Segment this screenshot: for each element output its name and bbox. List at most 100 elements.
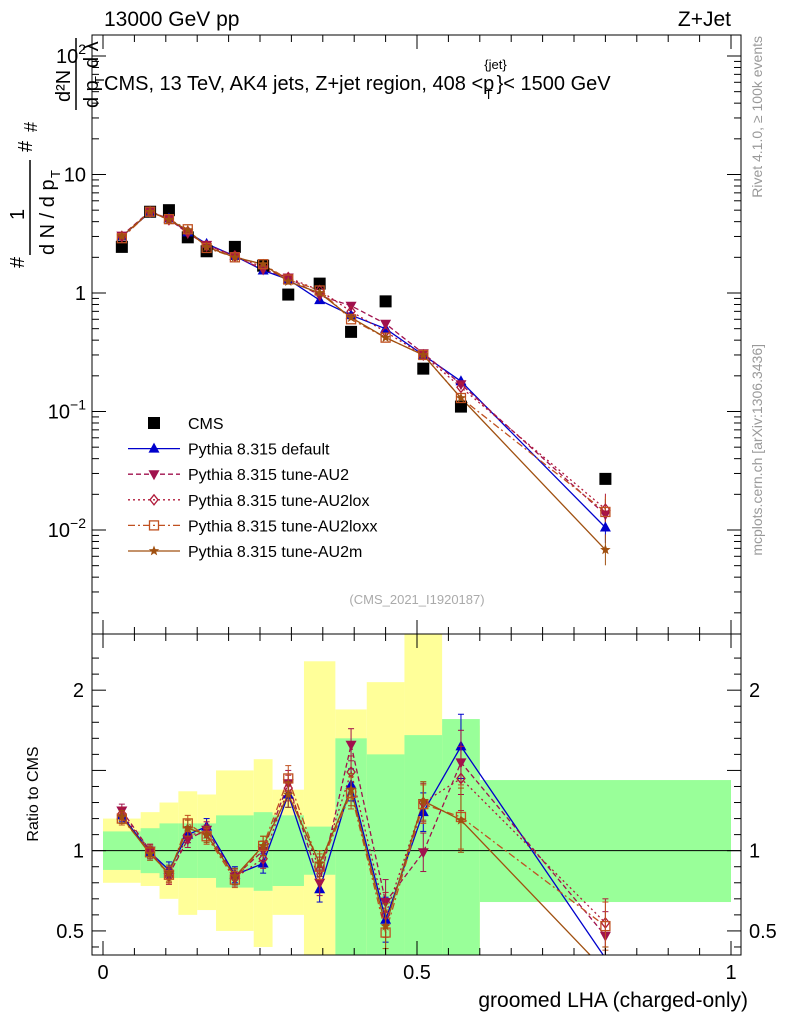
svg-text:T: T (92, 76, 107, 84)
legend-marker (148, 442, 160, 453)
header-left: 13000 GeV pp (104, 8, 239, 31)
main-point (283, 274, 294, 285)
main-point (182, 224, 193, 235)
ratio-point (116, 811, 128, 822)
main-point (230, 250, 240, 263)
plot-title: CMS, 13 TeV, AK4 jets, Z+jet region, 408… (104, 57, 611, 102)
band-2sigma (303, 661, 336, 955)
header-right: Z+Jet (678, 8, 731, 31)
main-point (600, 506, 611, 518)
main-point (455, 392, 467, 403)
ratio-point (455, 814, 467, 825)
band-1sigma (479, 780, 731, 903)
main-point (600, 544, 611, 555)
ratio-y-axis-label: Ratio to CMS (25, 746, 42, 841)
ratio-point (417, 848, 429, 859)
analysis-id: (CMS_2021_I1920187) (349, 592, 484, 607)
main-point (282, 288, 295, 301)
ratio-line-pythia-8-315-tune-au2m (121, 787, 591, 955)
main-point (283, 276, 294, 286)
ratio-point (345, 784, 357, 795)
ratio-point (314, 858, 325, 868)
x-axis-label: groomed LHA (charged-only) (478, 989, 748, 1012)
main-point (201, 241, 212, 252)
ratio-point (456, 772, 466, 785)
svg-text:#: # (7, 256, 29, 268)
main-point (229, 251, 241, 262)
ratio-y-tick-label-right: 2 (749, 680, 760, 702)
main-point (380, 332, 391, 343)
main-line-pythia-8-315-tune-au2lox (121, 210, 606, 510)
ratio-y-tick-label-left: 2 (73, 680, 84, 702)
ratio-line-pythia-8-315-tune-au2 (121, 744, 606, 937)
main-y-tick-label: 10 (64, 165, 86, 187)
ratio-y-tick-label-left: 1 (73, 841, 84, 863)
ratio-point (182, 822, 193, 833)
legend-label: Pythia 8.315 tune-AU2m (188, 544, 362, 561)
main-point (380, 319, 392, 330)
main-point (314, 291, 326, 302)
legend-marker (149, 493, 159, 506)
main-point (455, 380, 467, 391)
main-point (228, 240, 241, 253)
svg-text:1: 1 (7, 209, 29, 220)
main-y-tick-label: 10−1 (48, 397, 86, 424)
svg-text:#: # (15, 140, 37, 152)
svg-text:d p: d p (81, 80, 103, 108)
ratio-x-tick-label: 0.5 (403, 962, 431, 984)
ratio-x-tick-label: 1 (725, 962, 736, 984)
ratio-y-tick-label-left: 0.5 (56, 921, 84, 943)
ratio-point (380, 920, 391, 931)
ratio-point (314, 878, 326, 889)
legend-label: Pythia 8.315 tune-AU2loxx (188, 518, 377, 535)
svg-text:T: T (48, 170, 63, 178)
main-series-lines (121, 210, 606, 566)
legend: CMS Pythia 8.315 default Pythia 8.315 tune… (128, 416, 377, 561)
main-series-markers (115, 204, 612, 555)
svg-text:#: # (21, 122, 41, 132)
main-point (417, 362, 430, 375)
main-point (456, 381, 466, 394)
svg-text:d N / d p: d N / d p (37, 179, 59, 255)
ratio-point (600, 920, 611, 932)
ratio-uncertainty-bands (103, 634, 731, 955)
main-axis-ticks: 102 10 1 10−1 10−2 (48, 35, 741, 634)
legend-marker (148, 545, 160, 556)
ratio-series-markers (116, 713, 611, 956)
ratio-axis-ticks: 0 0.5 1 0.5 0.5 1 1 2 2 (56, 634, 777, 984)
main-point (144, 206, 156, 217)
legend-label: Pythia 8.315 tune-AU2lox (188, 493, 369, 510)
ratio-point (257, 840, 269, 851)
mcplots-label: mcplots.cern.ch [arXiv:1306.3436] (749, 344, 765, 556)
main-point (162, 204, 175, 217)
svg-text:d²N: d²N (53, 70, 75, 102)
ratio-point (345, 740, 357, 751)
legend-label: CMS (188, 416, 224, 433)
svg-text:d λ: d λ (81, 41, 103, 68)
main-point (116, 231, 128, 241)
main-y-tick-label: 102 (56, 41, 86, 68)
ratio-y-tick-label-right: 0.5 (749, 921, 777, 943)
legend-label: Pythia 8.315 tune-AU2 (188, 467, 349, 484)
main-point (454, 400, 467, 413)
main-point (418, 349, 429, 360)
legend-label: Pythia 8.315 default (188, 442, 330, 459)
main-y-axis-label: # 1 d N / d p T # # d²N d p T d λ (7, 38, 107, 268)
legend-marker (148, 417, 160, 429)
ratio-point (258, 852, 268, 865)
main-point (599, 472, 612, 485)
legend-marker (148, 520, 160, 531)
main-point (115, 240, 128, 253)
ratio-series-lines (121, 744, 606, 955)
main-y-tick-label: 10−2 (48, 515, 86, 542)
main-point (379, 295, 392, 308)
main-y-tick-label: 1 (75, 283, 86, 305)
main-point (345, 325, 358, 338)
ratio-point (283, 789, 294, 799)
ratio-point (182, 828, 193, 841)
legend-marker (148, 470, 160, 481)
ratio-x-tick-label: 0 (97, 962, 108, 984)
ratio-point (229, 870, 241, 881)
main-point (599, 510, 611, 521)
